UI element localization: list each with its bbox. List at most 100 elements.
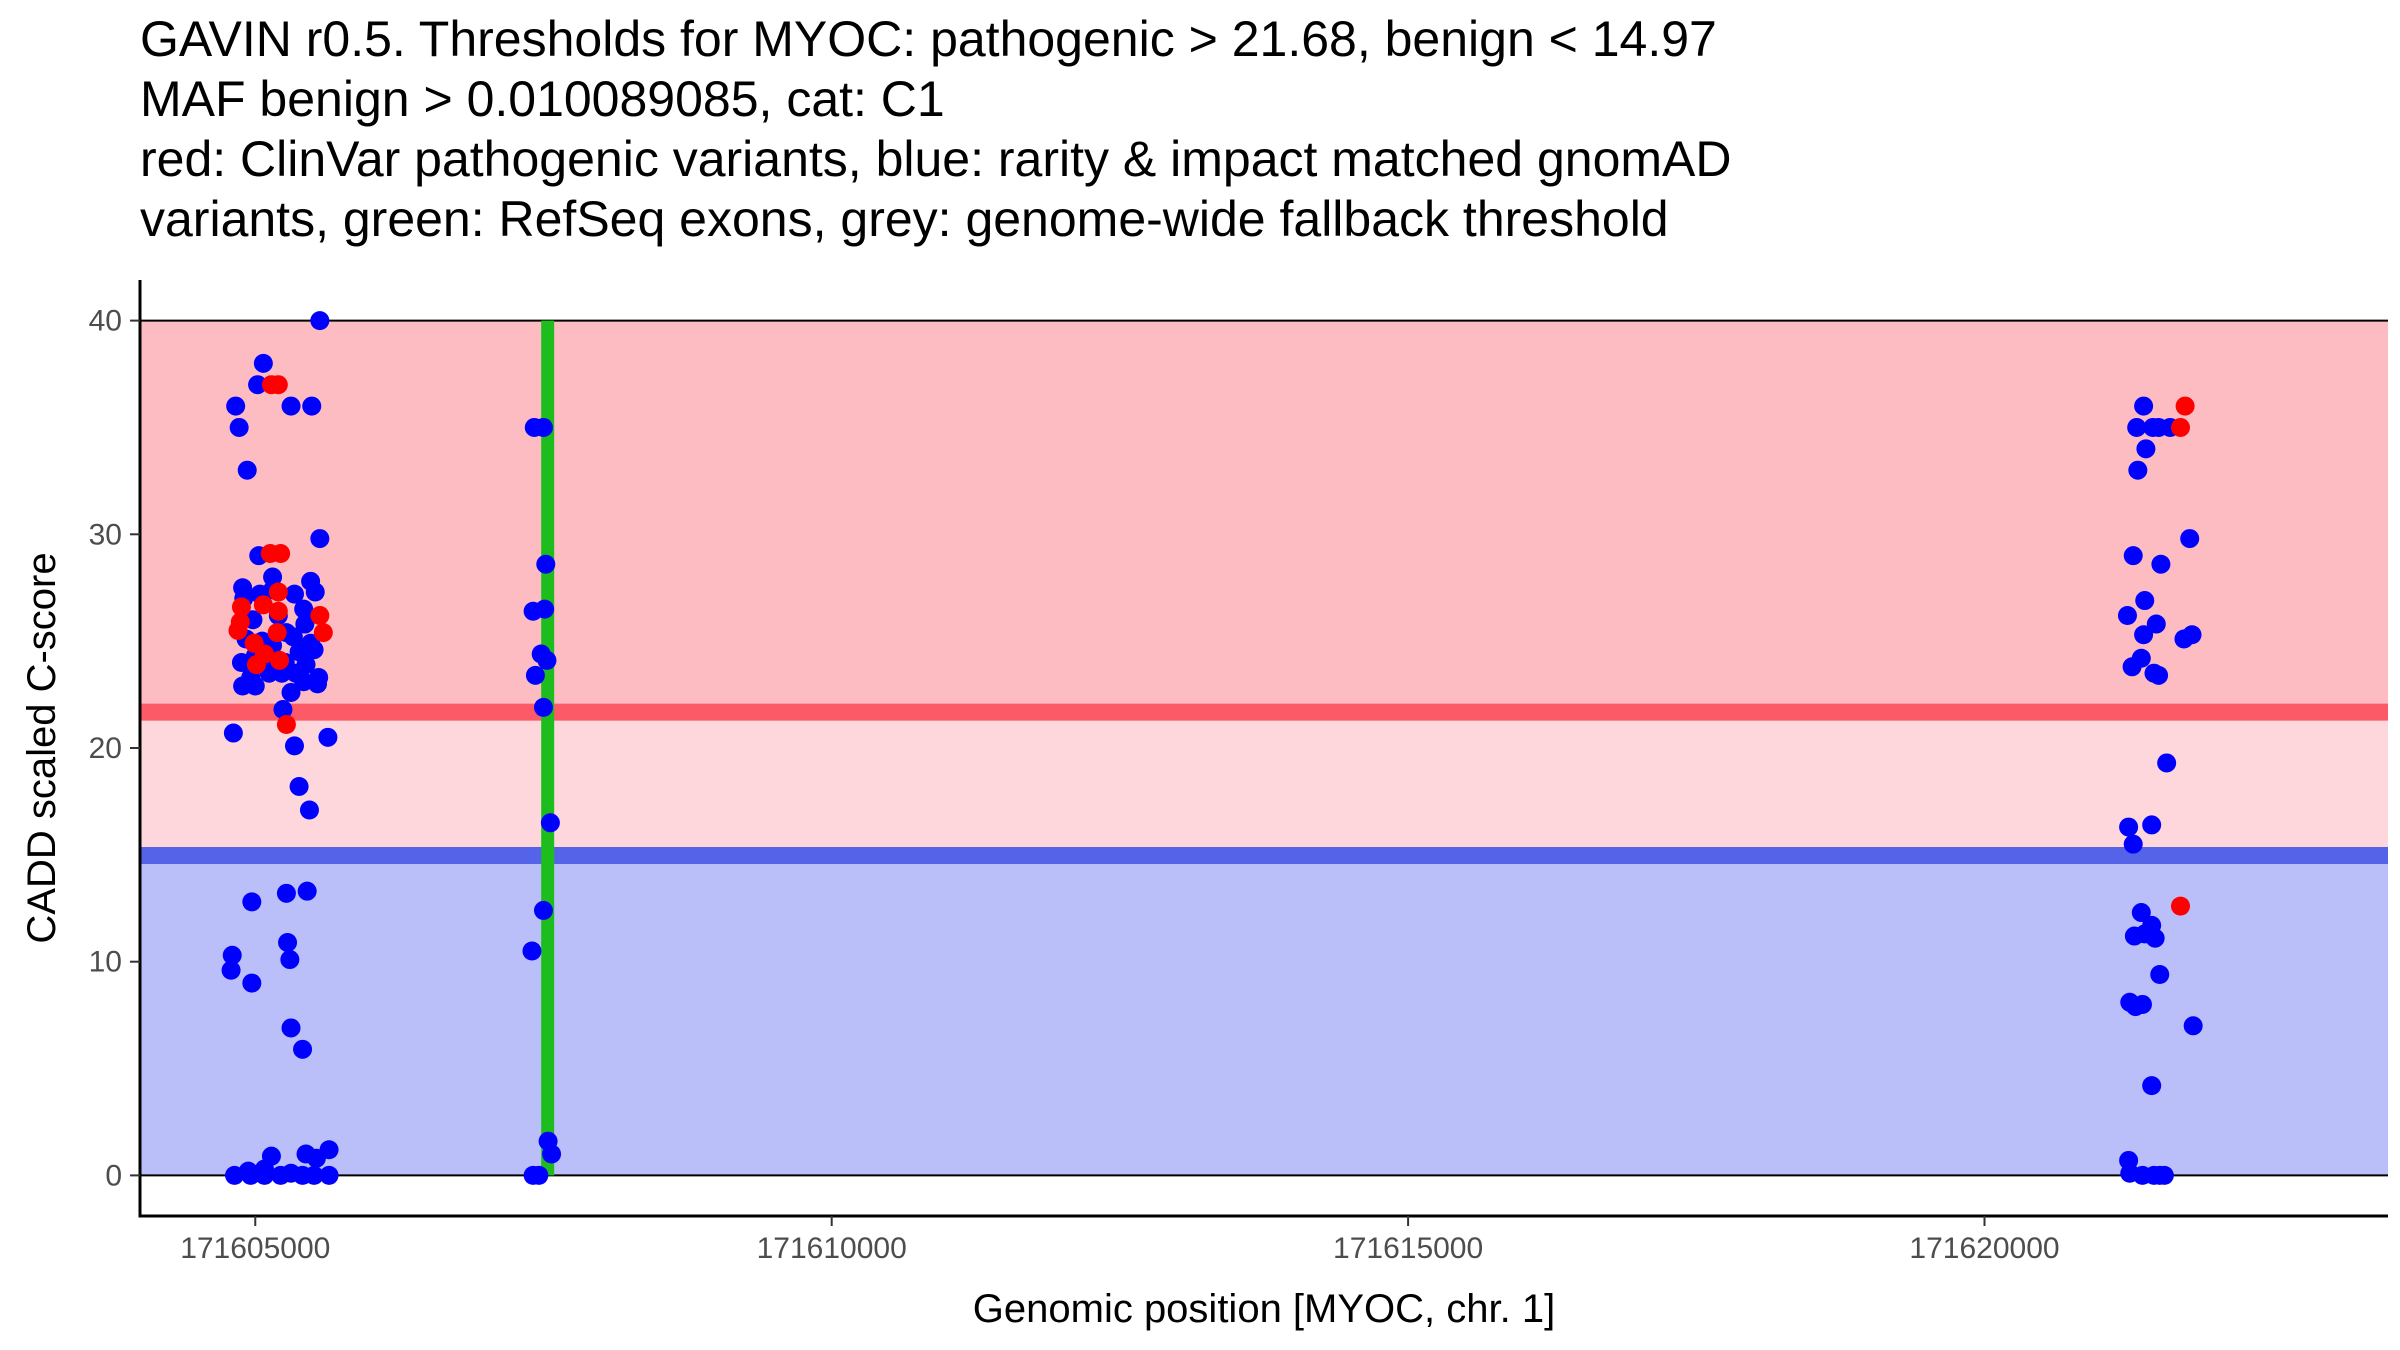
- clinvar-point: [269, 650, 289, 670]
- chart-title-line-4: variants, green: RefSeq exons, grey: gen…: [140, 191, 1669, 247]
- x-tick-label: 171610000: [757, 1232, 907, 1265]
- gnomad-point: [280, 950, 300, 970]
- gnomad-point: [223, 723, 243, 743]
- gnomad-point: [2145, 928, 2165, 948]
- gnomad-point: [318, 727, 338, 747]
- gnomad-point: [2135, 591, 2155, 611]
- gnomad-point: [522, 941, 542, 961]
- data-points: [221, 311, 2203, 1185]
- chart-title-line-3: red: ClinVar pathogenic variants, blue: …: [140, 131, 1732, 187]
- gnomad-point: [533, 417, 553, 437]
- gnomad-point: [2180, 529, 2200, 549]
- gnomad-point: [2126, 997, 2146, 1017]
- gnomad-point: [529, 1165, 549, 1185]
- ticks: 0 10 20 30 40 171605000 171610000 171615000 1716…: [89, 305, 2060, 1265]
- gnomad-point: [2154, 1165, 2174, 1185]
- x-tick-label: 171615000: [1333, 1232, 1483, 1265]
- threshold-lines: [140, 703, 2388, 864]
- gnomad-point: [2117, 606, 2137, 626]
- gnomad-point: [241, 1165, 261, 1185]
- gnomad-point: [2119, 817, 2139, 837]
- gnomad-point: [281, 1018, 301, 1038]
- gnomad-point: [306, 1148, 326, 1168]
- gnomad-point: [2136, 439, 2156, 459]
- gnomad-point: [293, 1039, 313, 1059]
- gnomad-point: [248, 375, 268, 395]
- gnomad-point: [2123, 834, 2143, 854]
- gnomad-point: [2151, 554, 2171, 574]
- gnomad-point: [533, 697, 553, 717]
- gnomad-point: [2134, 625, 2154, 645]
- x-tick-label: 171605000: [180, 1232, 330, 1265]
- gnomad-point: [226, 396, 246, 416]
- gnomad-point: [2157, 753, 2177, 773]
- clinvar-point: [267, 623, 287, 643]
- x-tick-label: 171620000: [1909, 1232, 2059, 1265]
- clinvar-point: [246, 655, 266, 675]
- clinvar-point: [2170, 896, 2190, 916]
- gnomad-point: [535, 599, 555, 619]
- gnomad-point: [222, 945, 242, 965]
- gnomad-point: [281, 396, 301, 416]
- y-tick-label: 20: [89, 732, 122, 765]
- gnomad-point: [255, 1165, 275, 1185]
- clinvar-point: [310, 606, 330, 626]
- y-tick-label: 10: [89, 946, 122, 979]
- gnomad-point: [2127, 417, 2147, 437]
- exon-marker: [541, 320, 555, 1176]
- gnomad-point: [297, 881, 317, 901]
- gnomad-point: [2122, 657, 2142, 677]
- pathogenic-band: [140, 320, 2388, 713]
- gnomad-point: [2134, 396, 2154, 416]
- y-tick-label: 0: [105, 1159, 122, 1192]
- gnomad-point: [295, 614, 315, 634]
- gnomad-point: [253, 353, 273, 373]
- gnomad-point: [276, 883, 296, 903]
- gnomad-point: [304, 1165, 324, 1185]
- gnomad-point: [242, 973, 262, 993]
- gnomad-point: [294, 599, 314, 619]
- gnomad-point: [284, 736, 304, 756]
- clinvar-point: [2170, 417, 2190, 437]
- clinvar-point: [276, 714, 296, 734]
- gnomad-point: [221, 960, 241, 980]
- chart-title-line-2: MAF benign > 0.010089085, cat: C1: [140, 71, 945, 127]
- clinvar-point: [268, 375, 288, 395]
- gnomad-point: [242, 892, 262, 912]
- gnomad-point: [2128, 460, 2148, 480]
- gnomad-point: [229, 417, 249, 437]
- gnomad-point: [542, 1144, 562, 1164]
- gnomad-point: [2150, 965, 2170, 985]
- x-axis-title: Genomic position [MYOC, chr. 1]: [973, 1287, 1555, 1331]
- gnomad-point: [2149, 665, 2169, 685]
- gnomad-point: [537, 650, 557, 670]
- gnomad-point: [525, 665, 545, 685]
- clinvar-point: [268, 601, 288, 621]
- gnomad-point: [304, 640, 324, 660]
- chart-title-line-1: GAVIN r0.5. Thresholds for MYOC: pathoge…: [140, 11, 1717, 67]
- gnomad-point: [310, 311, 330, 331]
- gnomad-point: [271, 1165, 291, 1185]
- gnomad-point: [2142, 1076, 2162, 1096]
- clinvar-point: [2175, 396, 2195, 416]
- gnomad-point: [281, 682, 301, 702]
- gnomad-point: [2183, 1016, 2203, 1036]
- gnomad-point: [2131, 903, 2151, 923]
- intermediate-band: [140, 712, 2388, 856]
- exon-markers: [541, 320, 555, 1176]
- gnomad-point: [319, 1165, 339, 1185]
- clinvar-point: [271, 544, 291, 564]
- clinvar-point: [228, 620, 248, 640]
- gnomad-point: [2142, 815, 2162, 835]
- clinvar-point: [313, 623, 333, 643]
- gnomad-point: [233, 676, 253, 696]
- benign-band: [140, 855, 2388, 1176]
- y-tick-label: 30: [89, 518, 122, 551]
- gnomad-point: [2146, 614, 2166, 634]
- gnomad-point: [540, 813, 560, 833]
- y-tick-label: 40: [89, 305, 122, 338]
- gnomad-point: [299, 800, 319, 820]
- clinvar-point: [253, 595, 273, 615]
